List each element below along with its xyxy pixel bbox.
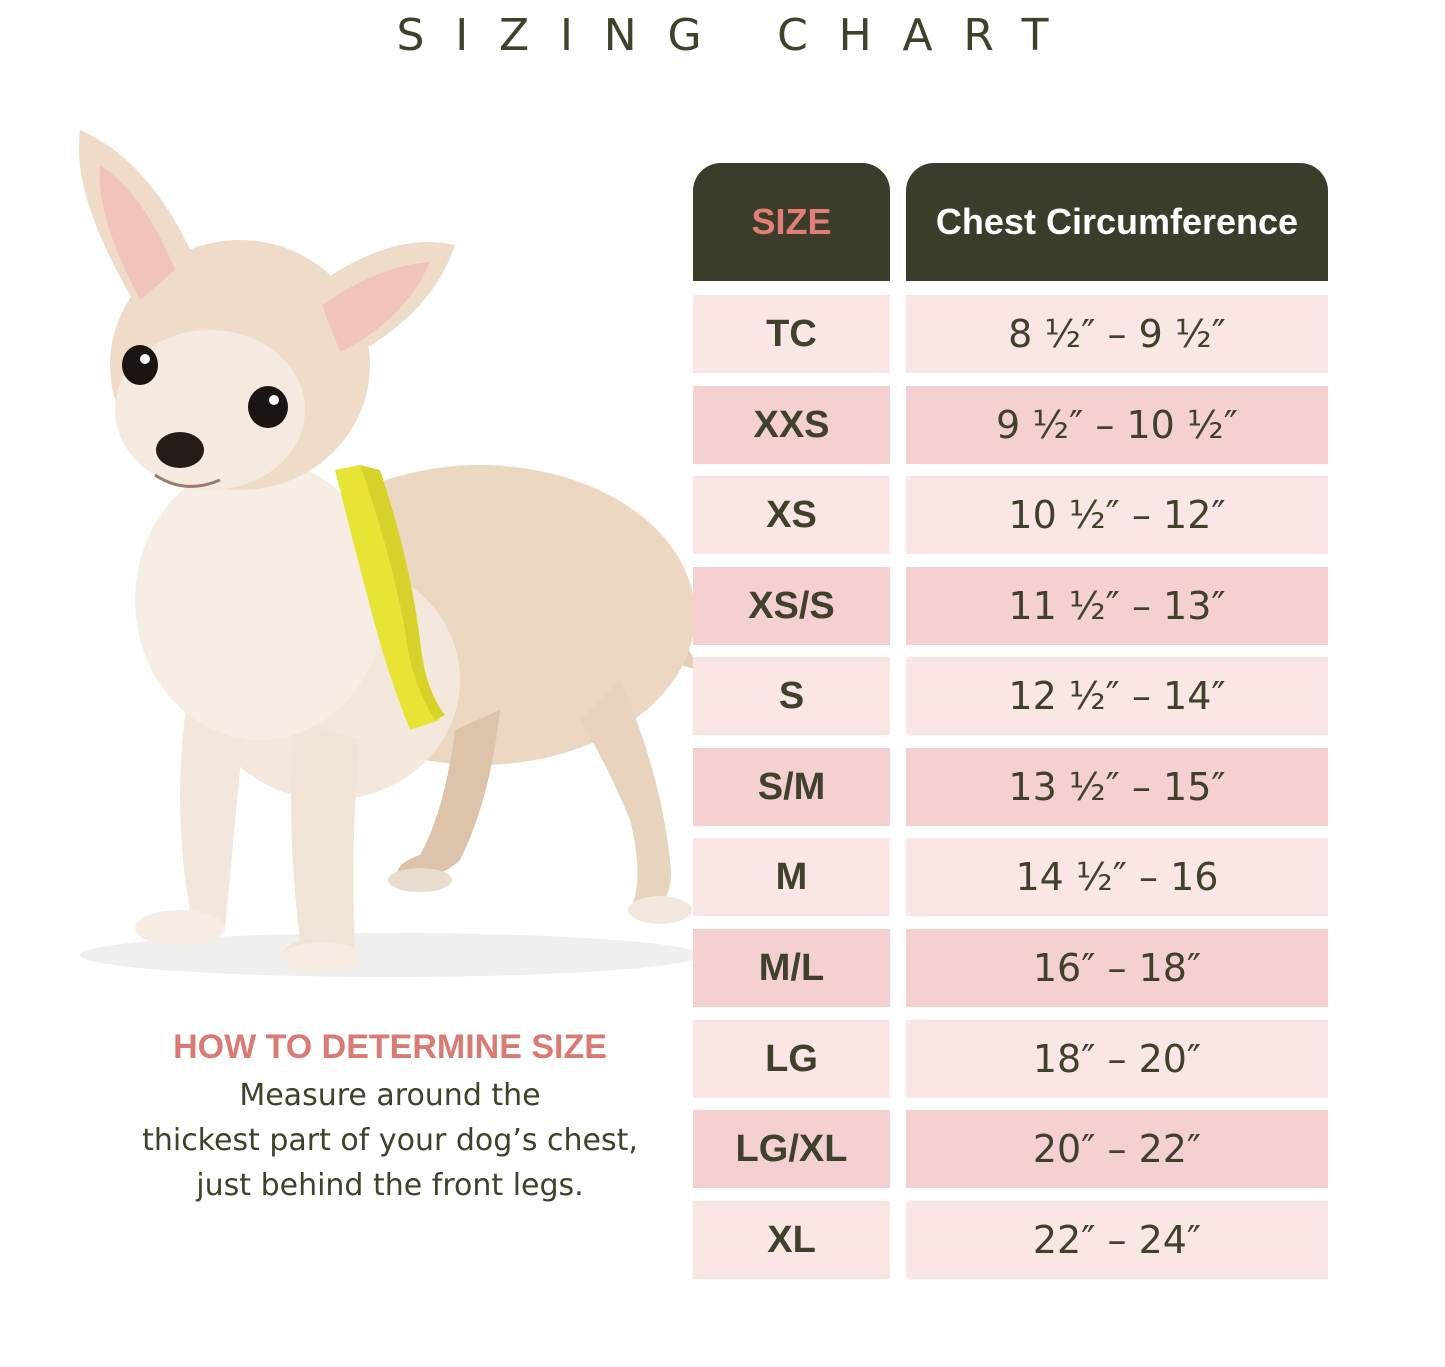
dog-paw-left bbox=[135, 910, 225, 946]
chest-cell: 9 ½″ – 10 ½″ bbox=[906, 386, 1328, 464]
dog-nose bbox=[156, 432, 204, 468]
dog-illustration bbox=[78, 130, 700, 977]
howto-heading: HOW TO DETERMINE SIZE bbox=[173, 1028, 607, 1066]
dog-mouth bbox=[154, 473, 221, 488]
chest-cell: 22″ – 24″ bbox=[906, 1201, 1328, 1279]
size-column-header: SIZE bbox=[693, 163, 890, 281]
size-cell: XS/S bbox=[693, 567, 890, 645]
dog-paw-back-inner bbox=[388, 868, 452, 892]
measuring-tape-front bbox=[360, 465, 445, 720]
howto-line: just behind the front legs. bbox=[196, 1168, 584, 1203]
chest-cell: 10 ½″ – 12″ bbox=[906, 476, 1328, 554]
how-to-determine-size: HOW TO DETERMINE SIZE Measure around the… bbox=[110, 1028, 670, 1208]
chest-cell: 14 ½″ – 16 bbox=[906, 838, 1328, 916]
chest-cell: 12 ½″ – 14″ bbox=[906, 657, 1328, 735]
chest-cell: 16″ – 18″ bbox=[906, 929, 1328, 1007]
dog-back-leg-rear bbox=[580, 680, 671, 910]
dog-paw-back bbox=[628, 896, 692, 924]
dog-front-leg-left bbox=[140, 680, 245, 938]
chest-cell: 8 ½″ – 9 ½″ bbox=[906, 295, 1328, 373]
dog-front-leg-right bbox=[282, 720, 360, 966]
chest-cell: 13 ½″ – 15″ bbox=[906, 748, 1328, 826]
dog-paw-right bbox=[282, 942, 362, 974]
dog-chest bbox=[135, 460, 385, 740]
howto-line: thickest part of your dog’s chest, bbox=[142, 1123, 638, 1158]
size-cell: S/M bbox=[693, 748, 890, 826]
dog-ear-left-inner bbox=[99, 165, 175, 300]
chest-cell: 11 ½″ – 13″ bbox=[906, 567, 1328, 645]
dog-eye-left bbox=[122, 345, 158, 385]
size-cell: LG bbox=[693, 1020, 890, 1098]
page-title: SIZING CHART bbox=[396, 10, 1080, 61]
chest-cell: 20″ – 22″ bbox=[906, 1110, 1328, 1188]
dog-eye-left-shine bbox=[140, 354, 150, 364]
dog-eye-right bbox=[248, 386, 288, 428]
size-cell: XL bbox=[693, 1201, 890, 1279]
size-cell: TC bbox=[693, 295, 890, 373]
size-cell: XS bbox=[693, 476, 890, 554]
chest-cell: 18″ – 20″ bbox=[906, 1020, 1328, 1098]
size-cell: M/L bbox=[693, 929, 890, 1007]
dog-eye-right-shine bbox=[269, 395, 279, 405]
howto-line: Measure around the bbox=[239, 1078, 541, 1113]
floor-shadow bbox=[80, 933, 700, 977]
size-cell: S bbox=[693, 657, 890, 735]
size-cell: M bbox=[693, 838, 890, 916]
dog-ear-right-inner bbox=[322, 262, 430, 352]
size-cell: LG/XL bbox=[693, 1110, 890, 1188]
dog-back-leg-front bbox=[397, 710, 500, 880]
size-cell: XXS bbox=[693, 386, 890, 464]
chest-column-header: Chest Circumference bbox=[906, 163, 1328, 281]
